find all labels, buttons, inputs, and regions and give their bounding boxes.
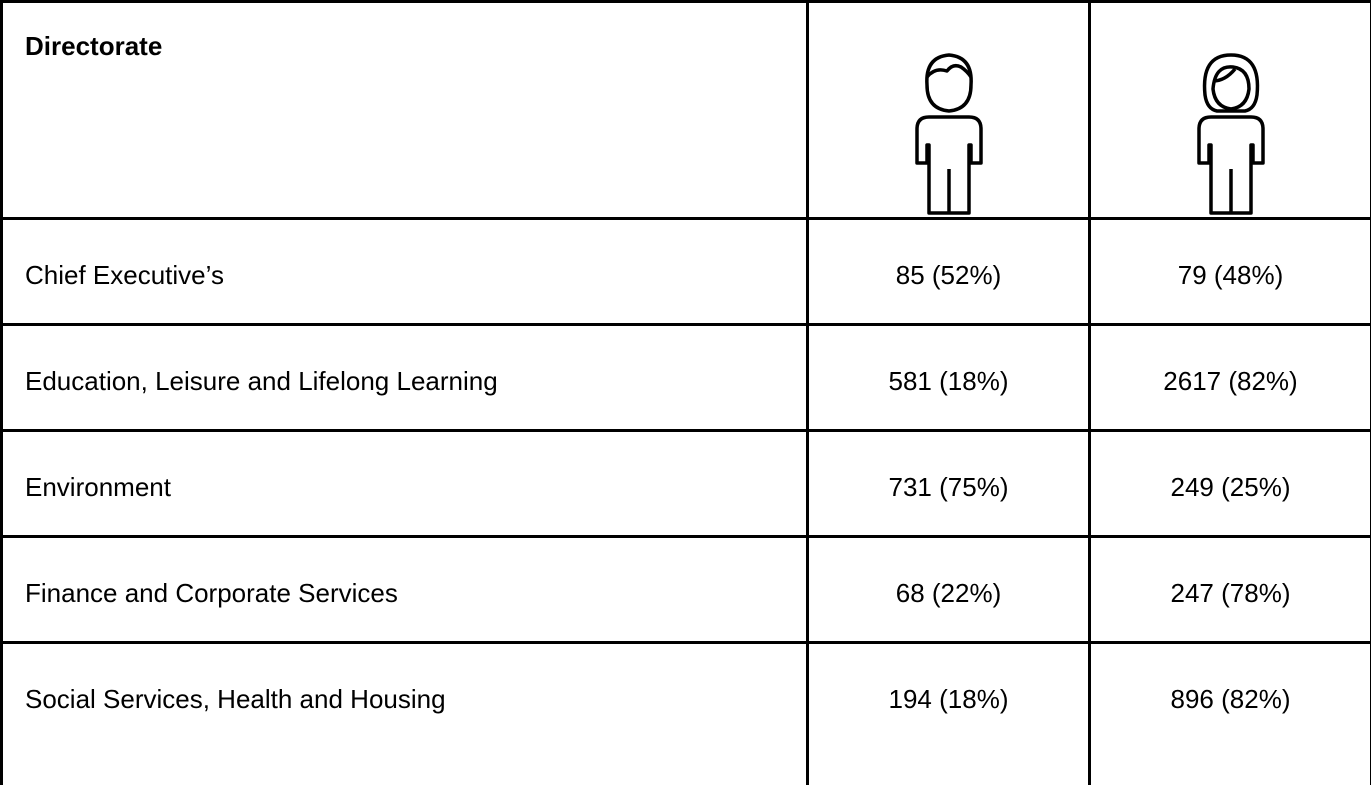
directorate-cell: Social Services, Health and Housing <box>2 643 808 785</box>
male-count-cell: 581 (18%) <box>808 325 1090 431</box>
female-count-cell: 79 (48%) <box>1090 219 1371 325</box>
header-row: Directorate <box>2 2 1371 219</box>
directorate-cell: Finance and Corporate Services <box>2 537 808 643</box>
header-cell: Directorate <box>2 2 808 219</box>
female-count-cell: 247 (78%) <box>1090 537 1371 643</box>
female-icon-cell <box>1090 2 1371 219</box>
table-row: Education, Leisure and Lifelong Learning… <box>2 325 1371 431</box>
female-count-cell: 249 (25%) <box>1090 431 1371 537</box>
female-count-cell: 896 (82%) <box>1090 643 1371 785</box>
male-count-cell: 194 (18%) <box>808 643 1090 785</box>
male-icon-cell <box>808 2 1090 219</box>
directorate-cell: Environment <box>2 431 808 537</box>
male-count-cell: 85 (52%) <box>808 219 1090 325</box>
male-count-cell: 68 (22%) <box>808 537 1090 643</box>
directorate-cell: Chief Executive’s <box>2 219 808 325</box>
male-icon <box>913 51 985 217</box>
male-count-cell: 731 (75%) <box>808 431 1090 537</box>
female-icon <box>1195 51 1267 217</box>
directorate-cell: Education, Leisure and Lifelong Learning <box>2 325 808 431</box>
female-count-cell: 2617 (82%) <box>1090 325 1371 431</box>
